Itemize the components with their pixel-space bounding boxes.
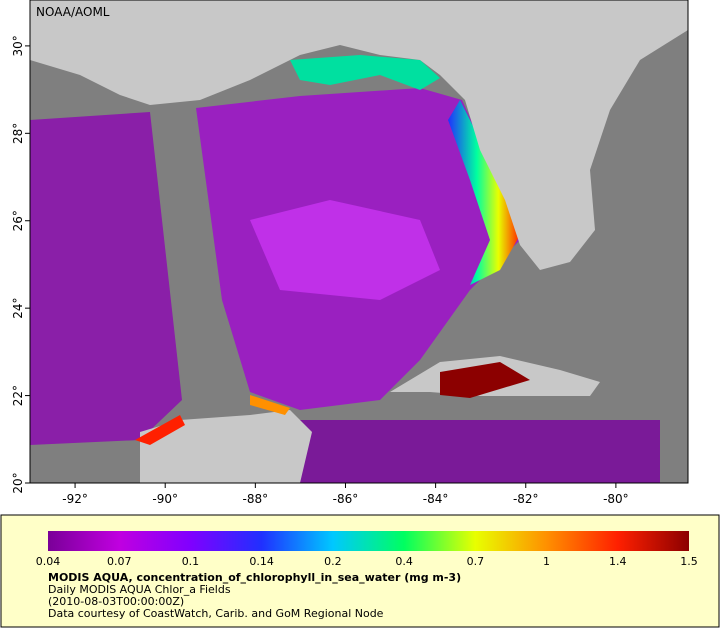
colorbar-label: 0.4 [395, 555, 413, 568]
colorbar-label: 1.5 [680, 555, 698, 568]
land [140, 410, 312, 483]
x-tick-label: -82° [513, 492, 539, 506]
x-tick-label: -92° [62, 492, 88, 506]
colorbar-label: 0.07 [107, 555, 132, 568]
map-frame [29, 0, 689, 484]
y-tick-label: 28° [11, 123, 25, 144]
chlorophyll-area [30, 112, 182, 445]
legend-line: (2010-08-03T00:00:00Z) [48, 595, 184, 608]
colorbar-label: 0.14 [249, 555, 274, 568]
y-tick-label: 26° [11, 210, 25, 231]
colorbar-label: 0.04 [36, 555, 61, 568]
colorbar-label: 0.7 [467, 555, 485, 568]
colorbar-label: 0.2 [324, 555, 342, 568]
chlorophyll-area [250, 200, 440, 300]
coastal-bloom [440, 362, 530, 398]
y-tick-label: 24° [11, 298, 25, 319]
legend-line: Data courtesy of CoastWatch, Carib. and … [48, 607, 384, 620]
colorbar-label: 1 [543, 555, 550, 568]
x-tick-label: -90° [152, 492, 178, 506]
y-tick-label: 30° [11, 35, 25, 56]
coastal-bloom [290, 55, 440, 90]
colorbar-label: 0.1 [182, 555, 200, 568]
x-tick-label: -84° [423, 492, 449, 506]
watermark: NOAA/AOML [36, 5, 110, 19]
y-tick-label: 22° [11, 385, 25, 406]
coastal-bloom [250, 395, 290, 415]
land [30, 0, 688, 270]
coastal-bloom [135, 415, 185, 445]
colorbar-label: 1.4 [609, 555, 627, 568]
x-tick-label: -88° [243, 492, 269, 506]
legend-title: MODIS AQUA, concentration_of_chlorophyll… [48, 571, 461, 584]
colorbar [48, 531, 689, 551]
x-tick-label: -80° [603, 492, 629, 506]
x-tick-label: -86° [333, 492, 359, 506]
chlorophyll-area [300, 420, 660, 483]
legend-line: Daily MODIS AQUA Chlor_a Fields [48, 583, 231, 596]
coastal-bloom [448, 100, 520, 285]
y-tick-label: 20° [11, 472, 25, 493]
map: NOAA/AOML [29, 0, 689, 484]
